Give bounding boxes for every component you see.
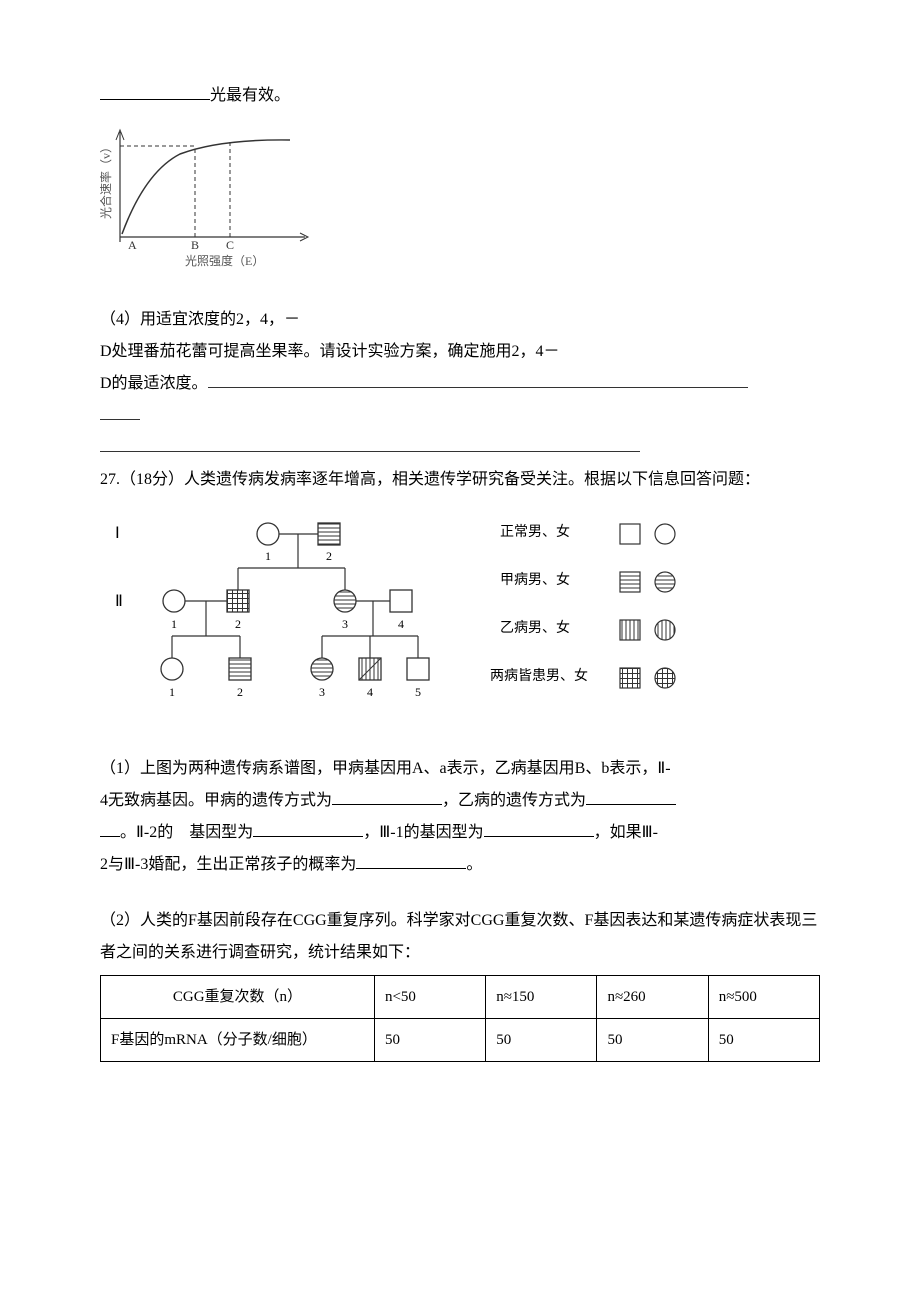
td-0-1: 50: [374, 1019, 485, 1062]
svg-text:1: 1: [265, 549, 271, 563]
blank-yi-mode: [586, 788, 676, 805]
q26-line1: 光最有效。: [100, 80, 820, 112]
q26-p4-line1: （4）用适宜浓度的2，4，－: [100, 304, 820, 336]
th-4: n≈500: [708, 976, 819, 1019]
svg-text:2: 2: [235, 617, 241, 631]
td-0-2: 50: [486, 1019, 597, 1062]
blank-III1-geno: [484, 820, 594, 837]
q27-p1-text7: 2与Ⅲ-3婚配，生出正常孩子的概率为: [100, 856, 356, 873]
q27-p1-line1: （1）上图为两种遗传病系谱图，甲病基因用A、a表示，乙病基因用B、b表示，Ⅱ-: [100, 753, 820, 785]
blank-jia-mode: [332, 788, 442, 805]
q26-line1-text: 光最有效。: [210, 87, 290, 104]
svg-text:Ⅰ: Ⅰ: [115, 525, 120, 542]
pedigree-diagram: Ⅰ Ⅱ 1 2 1 2 3 4: [100, 506, 820, 743]
td-0-3: 50: [597, 1019, 708, 1062]
blank-II2-geno: [253, 820, 363, 837]
svg-text:正常男、女: 正常男、女: [500, 523, 570, 540]
table-row: F基因的mRNA（分子数/细胞） 50 50 50 50: [101, 1019, 820, 1062]
q27-p1-line2: 4无致病基因。甲病的遗传方式为 ，乙病的遗传方式为: [100, 785, 820, 817]
blank-light-color: [100, 83, 210, 100]
chart-ylabel: 光合速率（v）: [100, 141, 113, 219]
svg-text:1: 1: [171, 617, 177, 631]
svg-text:2: 2: [326, 549, 332, 563]
svg-text:3: 3: [319, 685, 325, 699]
svg-text:4: 4: [398, 617, 404, 631]
svg-text:两病皆患男、女: 两病皆患男、女: [490, 667, 588, 684]
th-0: CGG重复次数（n）: [101, 976, 375, 1019]
blank-yi-mode-cont: [100, 836, 120, 837]
svg-text:1: 1: [169, 685, 175, 699]
photosynthesis-chart: A B C 光照强度（E） 光合速率（v）: [100, 122, 820, 294]
chart-label-B: B: [191, 238, 199, 252]
svg-text:乙病男、女: 乙病男、女: [500, 619, 570, 636]
blank-answer-line1b: [100, 403, 140, 420]
q27-p1-text6: ，如果Ⅲ-: [594, 824, 658, 841]
q27-p2-text: （2）人类的F基因前段存在CGG重复序列。科学家对CGG重复次数、F基因表达和某…: [100, 905, 820, 969]
svg-text:5: 5: [415, 685, 421, 699]
q27-p1-line4: 2与Ⅲ-3婚配，生出正常孩子的概率为 。: [100, 849, 820, 881]
q27-p1-text8: 。: [466, 856, 482, 873]
svg-text:3: 3: [342, 617, 348, 631]
blank-answer-line2: [100, 435, 640, 452]
th-1: n<50: [374, 976, 485, 1019]
chart-label-C: C: [226, 238, 234, 252]
q26-p4-text3: D的最适浓度。: [100, 375, 208, 392]
q27-p1-text4: 。Ⅱ-2的 基因型为: [120, 824, 253, 841]
q26-p4-line4: [100, 400, 820, 432]
td-0-4: 50: [708, 1019, 819, 1062]
blank-answer-line1: [208, 371, 748, 388]
q27-p1-text3: ，乙病的遗传方式为: [442, 792, 586, 809]
svg-text:4: 4: [367, 685, 373, 699]
chart-xlabel: 光照强度（E）: [185, 253, 264, 268]
th-2: n≈150: [486, 976, 597, 1019]
chart-label-A: A: [128, 238, 137, 252]
th-3: n≈260: [597, 976, 708, 1019]
q27-header: 27.（18分）人类遗传病发病率逐年增高，相关遗传学研究备受关注。根据以下信息回…: [100, 464, 820, 496]
cgg-table: CGG重复次数（n） n<50 n≈150 n≈260 n≈500 F基因的mR…: [100, 975, 820, 1062]
q26-p4-line5: [100, 432, 820, 464]
q27-p1-line3: 。Ⅱ-2的 基因型为 ，Ⅲ-1的基因型为 ，如果Ⅲ-: [100, 817, 820, 849]
blank-probability: [356, 852, 466, 869]
q26-p4-line3: D的最适浓度。: [100, 368, 820, 400]
svg-text:Ⅱ: Ⅱ: [115, 593, 123, 610]
q27-p1-text2: 4无致病基因。甲病的遗传方式为: [100, 792, 332, 809]
q26-p4-line2: D处理番茄花蕾可提高坐果率。请设计实验方案，确定施用2，4－: [100, 336, 820, 368]
svg-text:甲病男、女: 甲病男、女: [500, 571, 570, 588]
td-0-0: F基因的mRNA（分子数/细胞）: [101, 1019, 375, 1062]
table-header-row: CGG重复次数（n） n<50 n≈150 n≈260 n≈500: [101, 976, 820, 1019]
q27-p1-text5: ，Ⅲ-1的基因型为: [363, 824, 483, 841]
svg-text:2: 2: [237, 685, 243, 699]
